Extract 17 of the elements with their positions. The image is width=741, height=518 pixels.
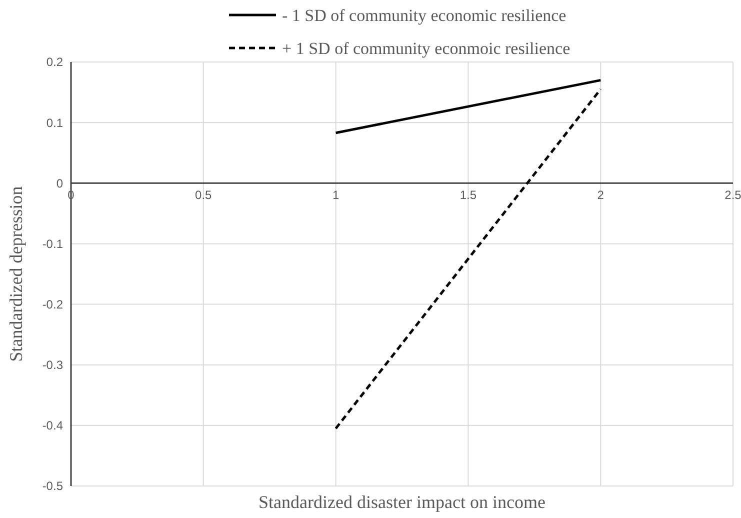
y-axis-title: Standardized depression bbox=[6, 186, 26, 362]
y-tick-label: -0.5 bbox=[42, 479, 64, 494]
x-tick-label: 2.5 bbox=[724, 188, 741, 202]
x-tick-label: 0.5 bbox=[195, 188, 212, 202]
legend-label: + 1 SD of community econmoic resilience bbox=[282, 38, 570, 58]
x-axis-title: Standardized disaster impact on income bbox=[258, 492, 546, 512]
y-tick-label: 0 bbox=[56, 176, 64, 190]
y-tick-label: 0.1 bbox=[46, 116, 64, 130]
x-tick-label: 2 bbox=[597, 188, 604, 202]
x-tick-label: 1 bbox=[332, 188, 340, 202]
legend-label: - 1 SD of community economic resilience bbox=[282, 6, 566, 25]
x-tick-label: 1.5 bbox=[460, 188, 477, 202]
y-tick-label: -0.1 bbox=[42, 236, 64, 251]
y-tick-label: -0.2 bbox=[42, 297, 64, 312]
y-tick-label: -0.4 bbox=[42, 418, 64, 433]
y-tick-label: 0.2 bbox=[46, 55, 64, 70]
y-tick-label: -0.3 bbox=[42, 358, 64, 372]
